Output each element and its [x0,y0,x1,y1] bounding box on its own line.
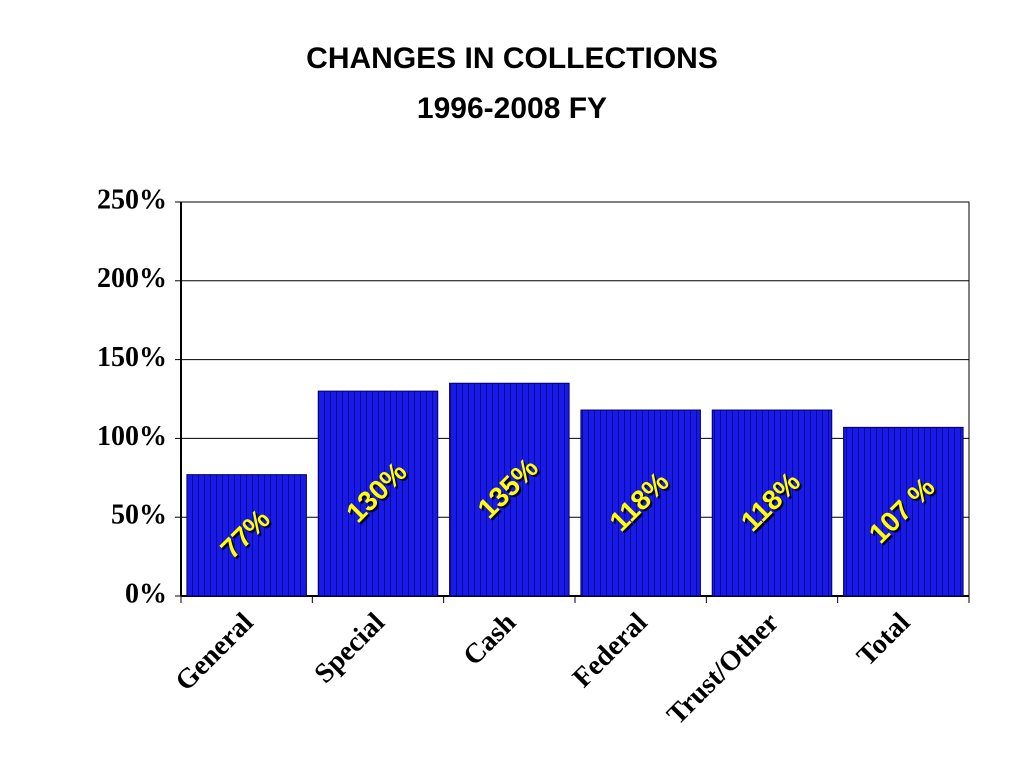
x-tick-label: General [170,607,260,697]
bar [449,382,570,597]
x-tick-label: Cash [457,607,522,672]
y-tick-label: 150% [97,342,167,373]
y-tick-label: 200% [97,263,167,294]
y-tick-label: 250% [97,184,167,215]
y-tick-label: 50% [111,500,167,531]
x-tick-label: Total [851,607,916,672]
bar [580,409,701,597]
y-tick-label: 100% [97,421,167,452]
chart-subtitle: 1996-2008 FY [417,92,607,125]
y-tick-label: 0% [125,578,167,609]
x-tick-label: Federal [567,607,654,694]
bar [843,426,964,597]
plot-area [180,201,970,597]
bar [711,409,833,597]
bar [317,390,439,597]
x-tick-label: Trust/Other [661,607,785,731]
chart-title: CHANGES IN COLLECTIONS [306,42,718,75]
bar [186,474,307,597]
x-tick-label: Special [309,607,392,690]
